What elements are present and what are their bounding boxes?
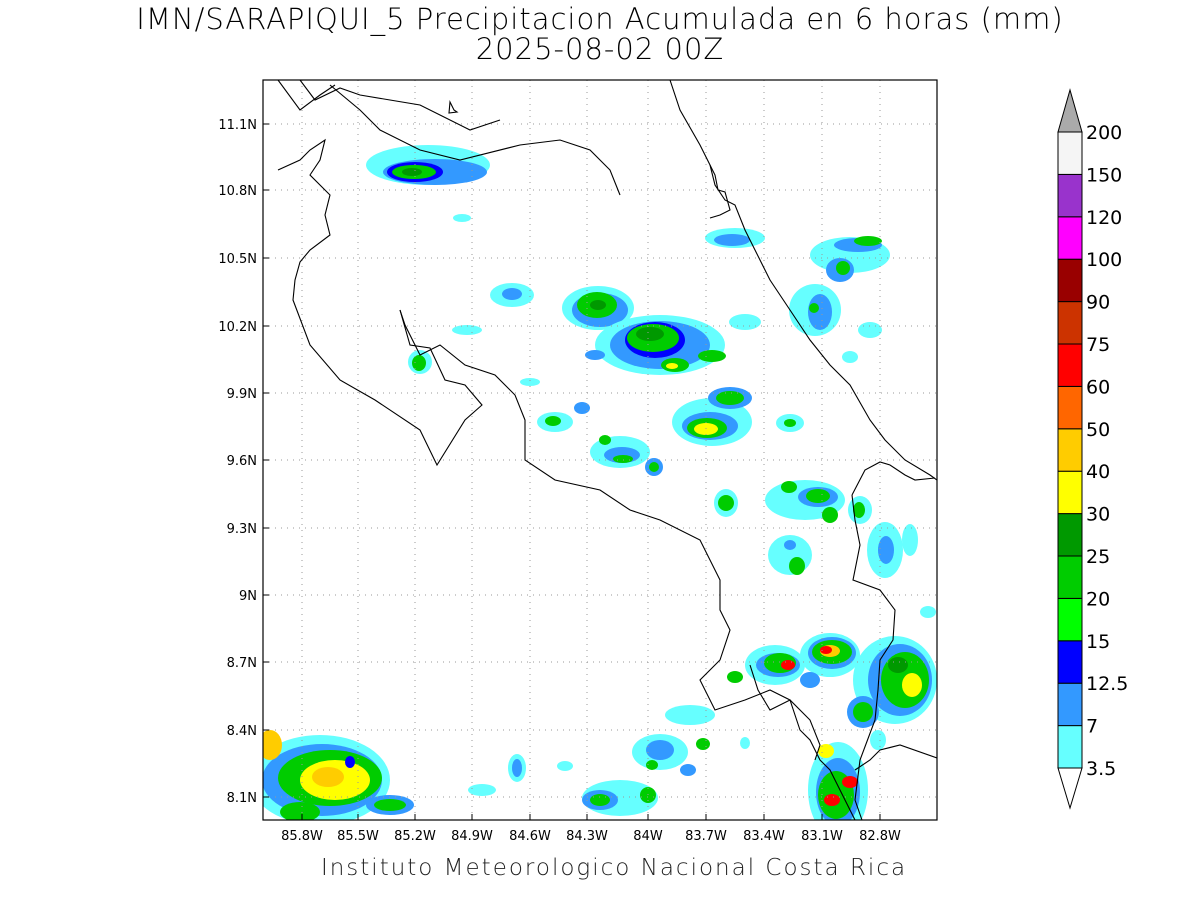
colorbar-label: 25 (1086, 546, 1110, 568)
colorbar-label: 100 (1086, 249, 1122, 271)
rain-cell (705, 228, 890, 363)
colorbar-swatch (1057, 216, 1083, 260)
colorbar-label: 12.5 (1086, 673, 1128, 695)
colorbar-label: 150 (1086, 164, 1122, 186)
graticule (263, 80, 937, 820)
nicaragua-lake (299, 80, 501, 131)
map-frame (262, 79, 938, 821)
colorbar-swatch (1057, 597, 1083, 642)
colorbar-swatch (1057, 428, 1083, 472)
lon-label: 84.3W (566, 829, 608, 844)
colorbar-swatch (1057, 640, 1083, 684)
colorbar-swatch (1057, 682, 1083, 727)
precipitation-field (263, 145, 937, 820)
colorbar-label: 20 (1086, 588, 1110, 610)
panama-border-b (851, 461, 936, 496)
map-title: IMN/SARAPIQUI_5 Precipitacion Acumulada … (136, 2, 1064, 36)
panama-border (851, 494, 896, 820)
lat-label: 10.2N (218, 320, 257, 335)
lon-label: 84.9W (451, 829, 493, 844)
lat-label: 10.5N (218, 252, 257, 267)
lon-label: 84.6W (509, 829, 551, 844)
colorbar-label: 60 (1086, 376, 1110, 398)
colorbar-swatch (1057, 343, 1083, 387)
rain-cell (263, 730, 414, 820)
colorbar-label: 50 (1086, 419, 1110, 441)
lat-label: 10.8N (218, 184, 257, 199)
colorbar-swatch (1057, 131, 1083, 175)
colorbar-label: 30 (1086, 504, 1110, 526)
nicoya-gulf (399, 309, 821, 761)
rain-cell (468, 705, 715, 816)
lat-label: 8.4N (227, 724, 257, 739)
colorbar-swatch (1057, 513, 1083, 557)
colorbar-label: 200 (1086, 122, 1122, 144)
colorbar-label: 3.5 (1086, 758, 1116, 780)
colorbar-label: 120 (1086, 207, 1122, 229)
coastlines (277, 80, 937, 820)
panama-coast (854, 744, 937, 771)
lat-label: 9N (239, 589, 257, 604)
colorbar-low-arrow (1057, 767, 1083, 810)
rain-cell (537, 387, 804, 476)
colorbar-label: 40 (1086, 461, 1110, 483)
rain-cell (452, 283, 726, 386)
lon-label: 85.8W (281, 829, 323, 844)
map-datetime: 2025-08-02 00Z (475, 32, 725, 66)
rain-cell (366, 145, 490, 222)
lat-label: 8.7N (227, 656, 257, 671)
colorbar-label: 75 (1086, 334, 1110, 356)
lon-label: 85.2W (394, 829, 436, 844)
colorbar-swatch (1057, 555, 1083, 599)
longitude-labels: 85.8W 85.5W 85.2W 84.9W 84.6W 84.3W 84W 83.7W 83… (281, 814, 901, 844)
lon-label: 83.1W (801, 829, 843, 844)
colorbar-label: 15 (1086, 631, 1110, 653)
island (448, 100, 459, 114)
rain-cell (408, 350, 432, 374)
latitude-labels: 11.1N 10.8N 10.5N 10.2N 9.9N 9.6N 9.3N 9N 8.7N 8.… (218, 118, 269, 806)
colorbar-swatch (1057, 301, 1083, 345)
lake-shore (329, 84, 621, 196)
caribbean-coast-bay (709, 164, 731, 219)
colorbar-swatch (1057, 470, 1083, 515)
lon-label: 83.4W (743, 829, 785, 844)
colorbar-swatch (1057, 385, 1083, 430)
footer-credit: Instituto Meteorologico Nacional Costa R… (320, 855, 908, 881)
colorbar-label: 90 (1086, 292, 1110, 314)
lon-label: 83.7W (685, 829, 727, 844)
colorbar-swatch (1057, 173, 1083, 218)
colorbar-high-arrow (1057, 88, 1083, 133)
rain-cell (714, 480, 936, 618)
lat-label: 9.6N (227, 454, 257, 469)
colorbar: 3.5 7 12.5 15 20 25 30 40 50 60 75 90 100 120 150 200 (1057, 88, 1128, 810)
nicaragua-pacific-coast (277, 80, 336, 111)
lat-label: 9.9N (227, 387, 257, 402)
colorbar-swatch (1057, 258, 1083, 303)
lat-label: 9.3N (227, 522, 257, 537)
lat-label: 8.1N (227, 791, 257, 806)
burica-peninsula (749, 664, 856, 820)
lon-label: 82.8W (859, 829, 901, 844)
lat-label: 11.1N (218, 118, 257, 133)
lon-label: 85.5W (337, 829, 379, 844)
rain-cell (727, 633, 937, 820)
colorbar-label: 7 (1086, 716, 1098, 738)
lon-label: 84W (633, 829, 663, 844)
colorbar-swatch (1057, 725, 1083, 769)
nicaragua-costa-rica-border (277, 138, 483, 467)
